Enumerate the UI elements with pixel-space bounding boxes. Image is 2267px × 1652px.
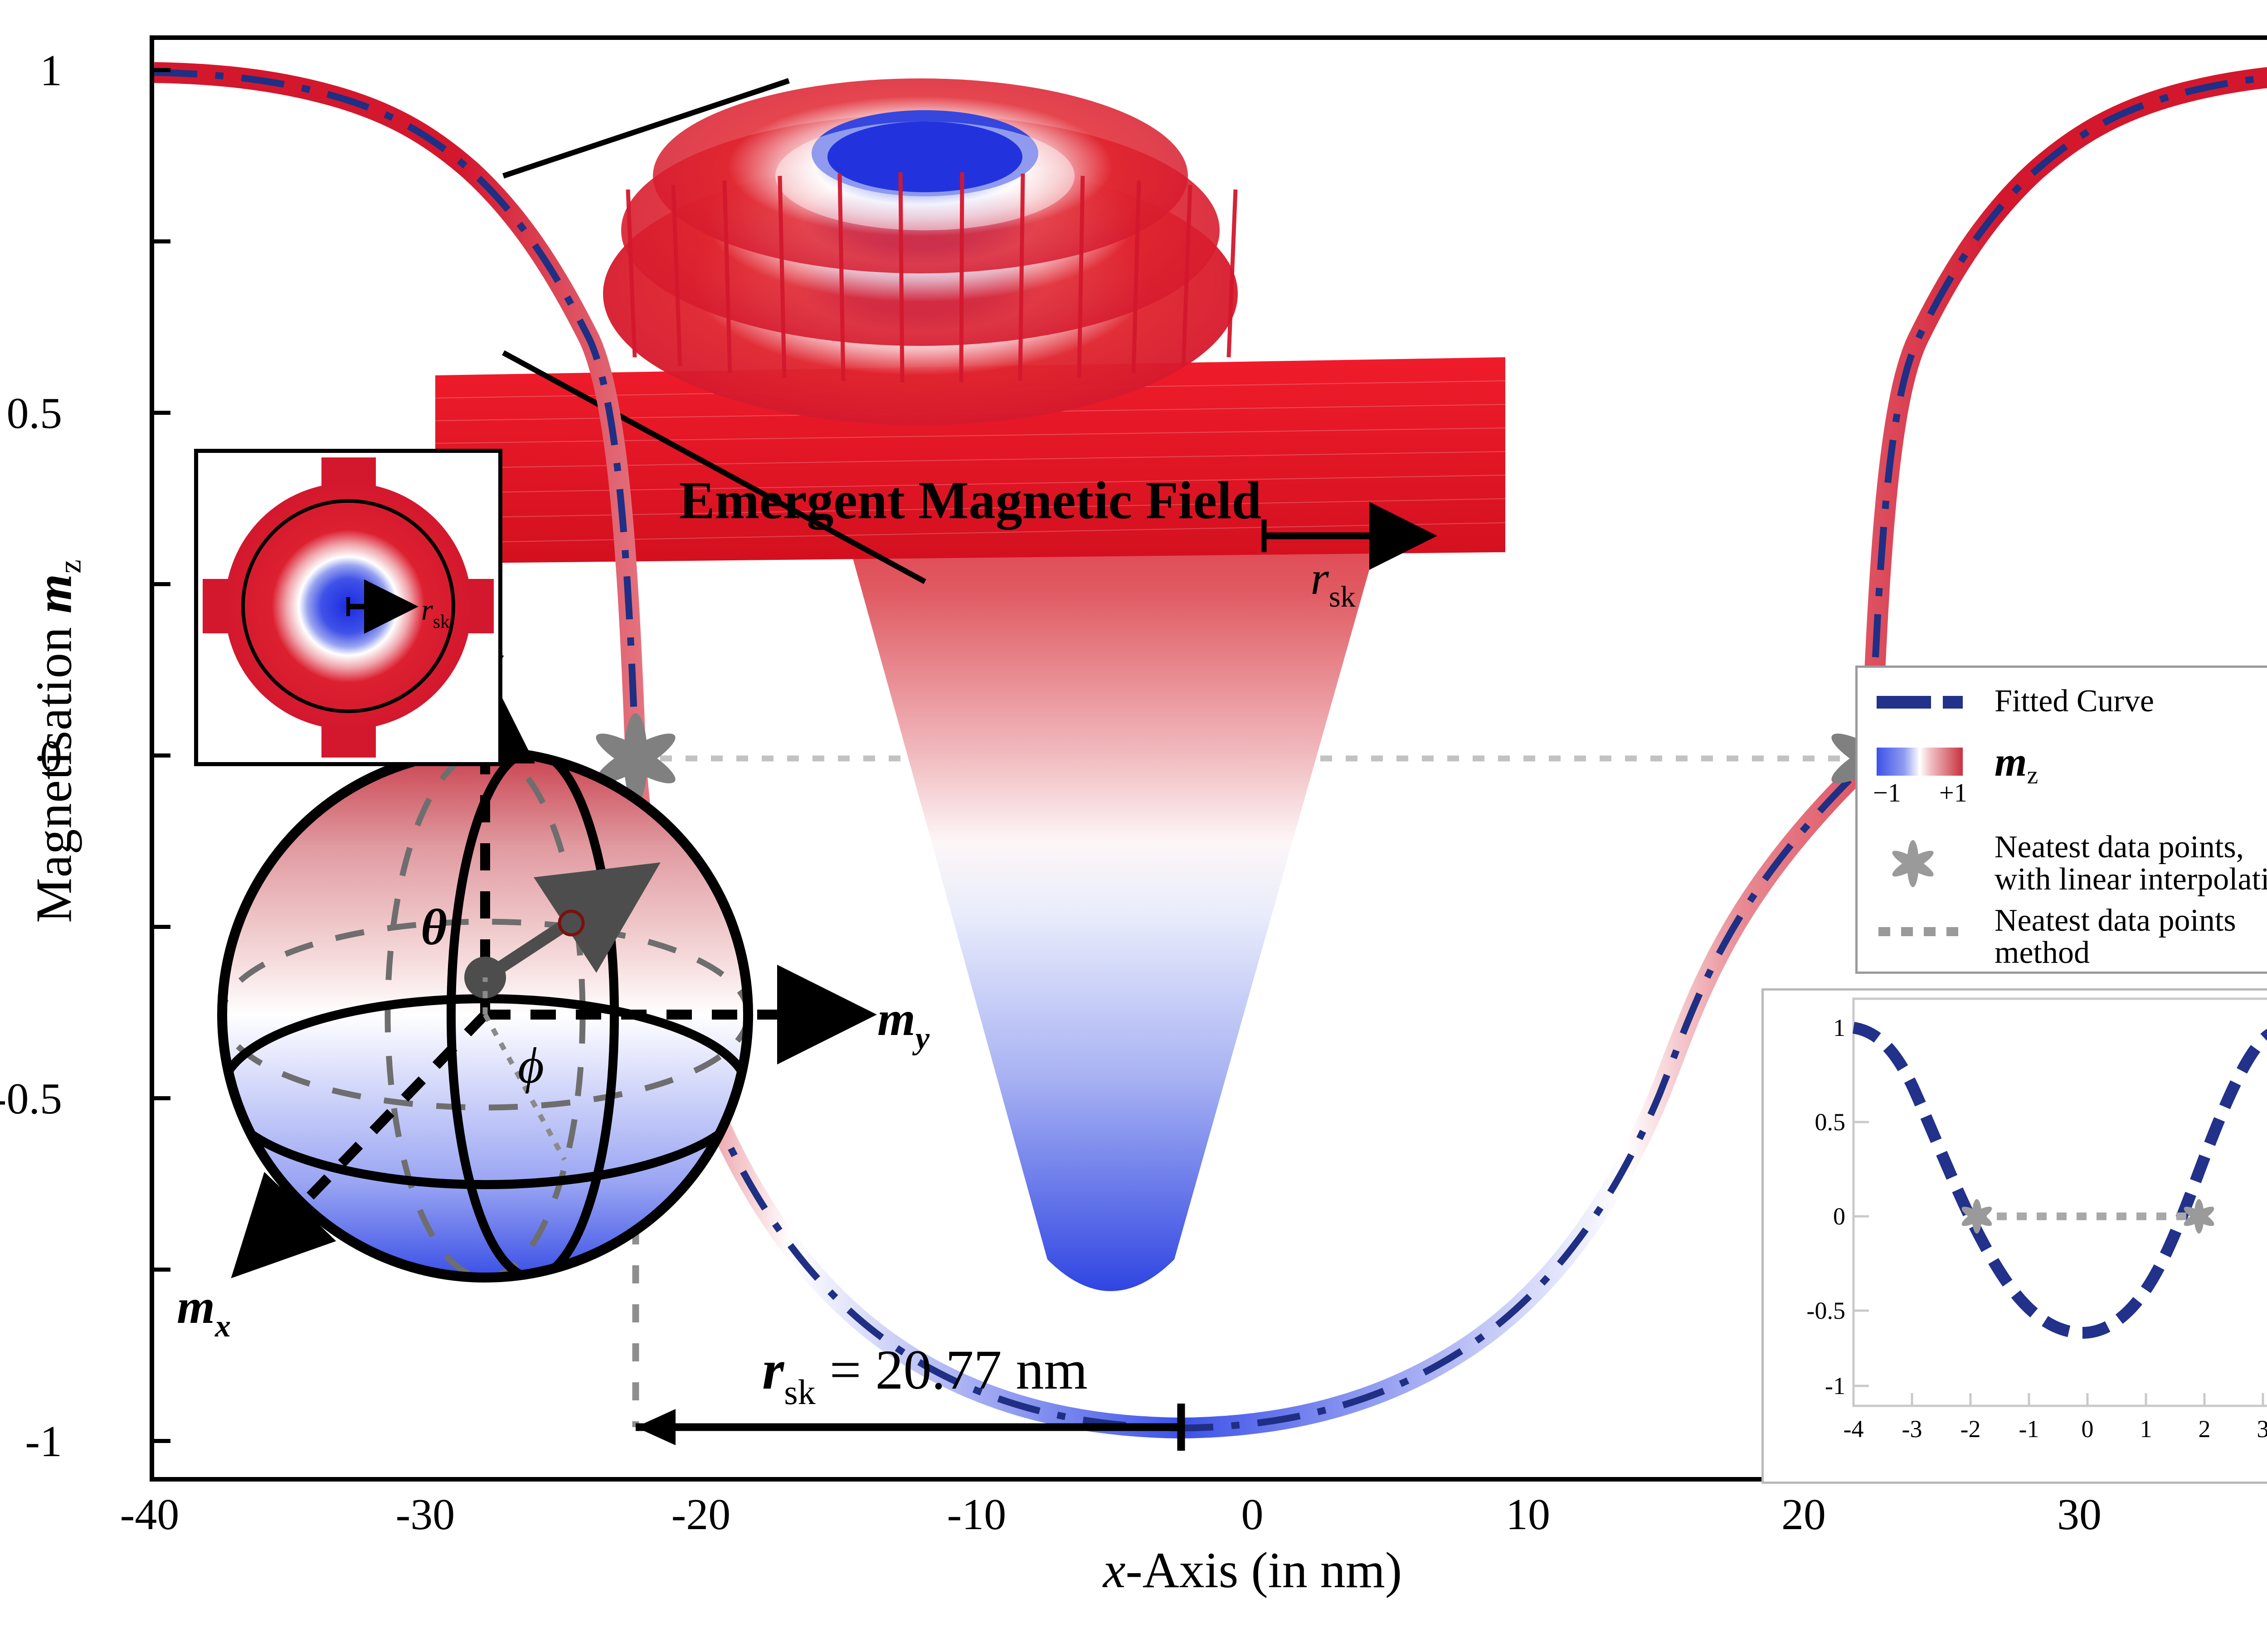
rsk-3d-arrow	[1261, 502, 1437, 570]
xtick-label-m40: -40	[120, 1490, 180, 1539]
sphere-phi-label: ϕ	[518, 1038, 544, 1094]
skyrmion-topview-canvas: rsk	[203, 457, 494, 758]
legend-row-colorbar: −1 +1 mz	[1858, 736, 2267, 826]
inset-fitted-curve	[1852, 1022, 2267, 1339]
main-plot-axes: Emergent Magnetic Field rsk	[150, 35, 2267, 1484]
leader-line-top-inset	[502, 78, 790, 179]
y-axis-label-subscript: z	[53, 559, 88, 573]
ytick-label-0_5: 0.5	[6, 389, 63, 438]
rsk-circle-outline	[241, 499, 455, 713]
legend-colorbar	[1877, 748, 1963, 776]
x-axis-label-rest: -Axis (in nm)	[1125, 1542, 1402, 1599]
legend-row-asterisk: Neatest data points, with linear interpo…	[1858, 826, 2267, 908]
skyrmion-topview-inset: rsk	[194, 449, 502, 766]
legend-label-mz-sub: z	[2027, 761, 2038, 789]
xtick-label-30: 30	[2057, 1490, 2102, 1539]
legend-swatch-dotted	[1878, 927, 1967, 936]
inset-plot-canvas: 1 0.5 0 -0.5 -1 -4 -3 -2 -1 0 1 2 3 4 ×1…	[1807, 997, 2267, 1443]
legend-swatch-dashdot-dot	[1943, 696, 1963, 709]
sphere-x-axis	[231, 1011, 489, 1278]
svg-text:-4: -4	[1844, 1415, 1864, 1443]
svg-text:1: 1	[2140, 1415, 2152, 1443]
ytick-label-0: 0	[40, 732, 62, 781]
ytick-label-1: 1	[40, 46, 62, 95]
xtick-label-0: 0	[1241, 1490, 1264, 1539]
legend-colorbar-min: −1	[1873, 778, 1901, 807]
sphere-theta-label: θ	[421, 899, 447, 956]
rsk-inset-label: rsk	[421, 593, 450, 632]
emergent-field-graphic: Emergent Magnetic Field rsk	[435, 78, 1506, 1291]
xtick-label-m30: -30	[395, 1490, 455, 1539]
skyrmion-3d-vectorfield	[603, 78, 1238, 425]
svg-text:3: 3	[2257, 1415, 2267, 1443]
ytick-label-m1: -1	[25, 1417, 62, 1466]
inset-ytick-labels: 1 0.5 0 -0.5 -1	[1807, 1014, 1845, 1399]
inset-axes-frame	[1852, 997, 2267, 1407]
svg-text:-2: -2	[1961, 1415, 1981, 1443]
rsk-3d-label: rsk	[1310, 552, 1355, 613]
legend-colorbar-max: +1	[1939, 778, 1967, 807]
fitted-curve	[154, 69, 2267, 1432]
x-axis-label-var: x	[1103, 1542, 1126, 1599]
fitted-curve-inset-plot: 1 0.5 0 -0.5 -1 -4 -3 -2 -1 0 1 2 3 4 ×1…	[1761, 988, 2267, 1484]
main-plot-canvas: Emergent Magnetic Field rsk	[154, 62, 2267, 1451]
legend-swatch-asterisk	[1892, 840, 1934, 887]
legend-row-dotted: Neatest data points method	[1858, 902, 2267, 974]
inset-marker-left	[1961, 1199, 1992, 1234]
emergent-field-slab	[435, 357, 1505, 564]
legend-label-neatest-interp: Neatest data points, with linear interpo…	[1995, 830, 2267, 897]
svg-text:0.5: 0.5	[1815, 1108, 1846, 1136]
xtick-label-m20: -20	[671, 1490, 731, 1539]
legend-box: Fitted Curve −1 +1 mz Neatest data point…	[1855, 666, 2267, 974]
inset-marker-right	[2184, 1199, 2214, 1234]
x-axis-label: x-Axis (in nm)	[150, 1541, 2267, 1600]
rsk-measurement-label: rsk = 20.77 nm	[762, 1339, 1088, 1412]
svg-text:-3: -3	[1902, 1415, 1922, 1443]
emergent-field-label: Emergent Magnetic Field	[679, 471, 1262, 530]
sphere-my-label: my	[877, 992, 930, 1056]
svg-text:-0.5: -0.5	[1807, 1297, 1845, 1324]
svg-text:-1: -1	[2019, 1415, 2039, 1443]
ytick-label-m0_5: -0.5	[0, 1074, 62, 1123]
svg-text:2: 2	[2199, 1415, 2211, 1443]
legend-label-neatest-method: Neatest data points method	[1995, 903, 2236, 971]
rsk-measurement-bar	[636, 1404, 1185, 1451]
xtick-label-m10: -10	[947, 1490, 1007, 1539]
legend-swatch-dashdot	[1877, 696, 1931, 709]
y-axis-label-symbol: m	[26, 573, 83, 614]
leader-line-bottom-inset	[502, 350, 926, 584]
y-axis-label-text: Magnetisation	[26, 613, 83, 923]
legend-label-fitted-curve: Fitted Curve	[1995, 684, 2154, 719]
svg-text:-1: -1	[1825, 1372, 1845, 1399]
inset-ytick-marks	[1853, 1026, 1869, 1387]
svg-text:0: 0	[1833, 1203, 1845, 1230]
neatest-marker-left	[596, 713, 676, 804]
svg-text:1: 1	[1833, 1014, 1845, 1041]
xtick-label-20: 20	[1781, 1490, 1826, 1539]
xtick-label-10: 10	[1506, 1490, 1550, 1539]
legend-label-mz: mz	[1995, 738, 2038, 789]
legend-label-mz-sym: m	[1995, 739, 2027, 785]
svg-text:0: 0	[2082, 1415, 2094, 1443]
mz-curve-left	[154, 62, 1182, 1438]
emergent-field-cone	[807, 394, 1419, 1291]
inset-xtick-marks	[1852, 1393, 2264, 1406]
y-axis-label: Magnetisation mz	[25, 197, 88, 1285]
sphere-mx-label: mx	[177, 1280, 231, 1344]
legend-row-fitted-curve: Fitted Curve	[1858, 668, 2267, 736]
inset-xtick-labels: -4 -3 -2 -1 0 1 2 3 4	[1844, 1415, 2267, 1443]
